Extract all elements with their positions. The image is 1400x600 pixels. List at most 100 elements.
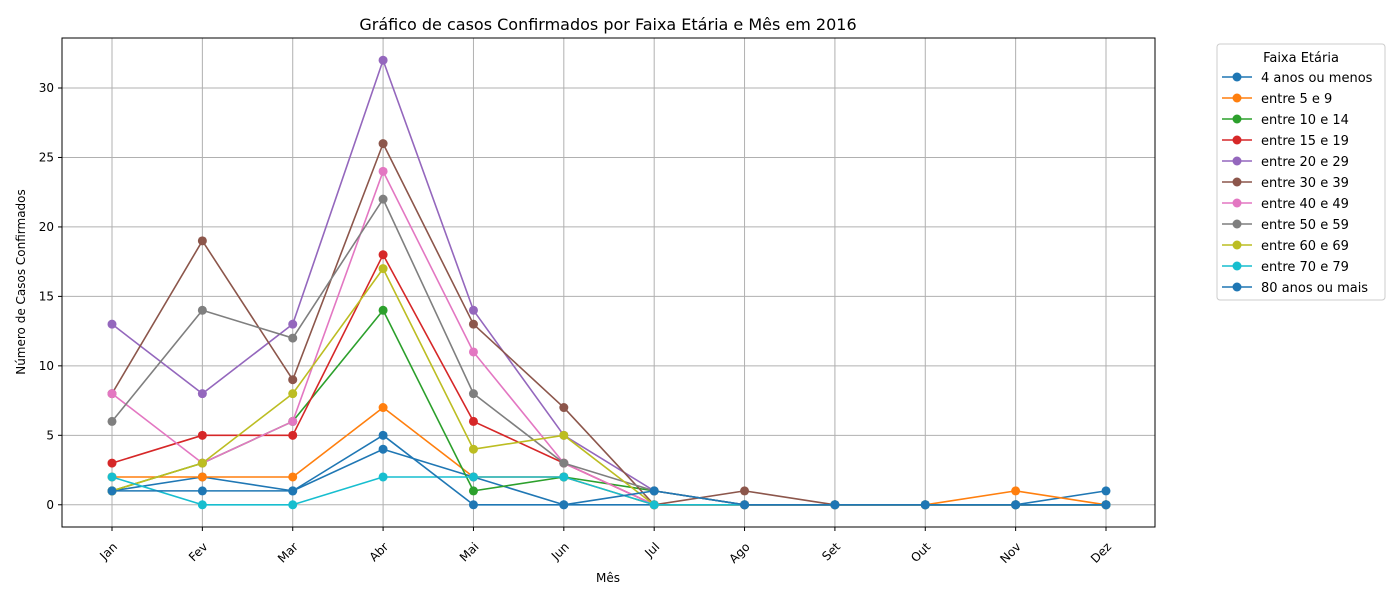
legend-label: entre 10 e 14 [1261, 113, 1349, 128]
x-tick-label: Jan [96, 540, 120, 564]
data-point [1101, 500, 1111, 510]
data-point [468, 305, 478, 315]
data-point [288, 430, 298, 440]
data-point [107, 319, 117, 329]
legend-swatch-marker [1232, 219, 1242, 229]
legend-swatch-marker [1232, 282, 1242, 292]
series-line [111, 142, 1106, 506]
data-point [107, 416, 117, 426]
data-point [1101, 486, 1111, 496]
x-tick-label: Nov [997, 540, 1023, 566]
data-point [197, 472, 207, 482]
data-point [288, 333, 298, 343]
data-point [107, 458, 117, 468]
series-lines [107, 55, 1111, 510]
data-point [468, 319, 478, 329]
legend-swatch-marker [1232, 177, 1242, 187]
legend-label: 80 anos ou mais [1261, 281, 1368, 296]
data-point [288, 472, 298, 482]
data-point [378, 264, 388, 274]
legend-swatch-marker [1232, 72, 1242, 82]
legend-swatch-marker [1232, 156, 1242, 166]
data-point [288, 500, 298, 510]
data-point [740, 500, 750, 510]
plot-area [61, 37, 1156, 528]
legend-label: entre 70 e 79 [1261, 260, 1349, 275]
data-point [1011, 500, 1021, 510]
chart-title: Gráfico de casos Confirmados por Faixa E… [359, 15, 856, 34]
data-point [378, 250, 388, 260]
legend-box [1216, 43, 1386, 301]
data-point [378, 430, 388, 440]
legend-swatch-marker [1232, 135, 1242, 145]
data-point [649, 486, 659, 496]
data-point [468, 500, 478, 510]
data-point [378, 194, 388, 204]
data-point [920, 500, 930, 510]
y-axis-title: Número de Casos Confirmados [14, 189, 28, 375]
data-point [830, 500, 840, 510]
series [107, 166, 1111, 510]
data-point [378, 472, 388, 482]
data-point [559, 472, 569, 482]
legend-title: Faixa Etária [1263, 51, 1339, 66]
legend-swatch-marker [1232, 114, 1242, 124]
data-point [468, 347, 478, 357]
y-tick-label: 0 [46, 498, 54, 512]
legend-label: entre 50 e 59 [1261, 218, 1349, 233]
x-tick-label: Out [908, 540, 933, 565]
legend-label: entre 5 e 9 [1261, 92, 1332, 107]
x-tick-label: Fev [186, 540, 211, 565]
y-tick-label: 15 [39, 289, 54, 303]
data-point [378, 139, 388, 149]
data-point [740, 486, 750, 496]
data-point [107, 389, 117, 399]
legend-swatch-marker [1232, 198, 1242, 208]
data-point [197, 236, 207, 246]
data-point [559, 403, 569, 413]
x-tick-label: Jun [548, 540, 572, 564]
legend-label: 4 anos ou menos [1261, 71, 1373, 86]
legend: Faixa Etária 4 anos ou menos entre 5 e 9 e… [1216, 43, 1386, 301]
y-tick-label: 30 [39, 81, 54, 95]
x-tick-label: Dez [1088, 540, 1114, 566]
y-tick-label: 10 [39, 359, 54, 373]
data-point [559, 458, 569, 468]
series [107, 55, 1111, 510]
legend-label: entre 40 e 49 [1261, 197, 1349, 212]
data-point [1011, 486, 1021, 496]
data-point [197, 486, 207, 496]
data-point [378, 166, 388, 176]
data-point [378, 55, 388, 65]
series [107, 194, 1111, 510]
series [107, 430, 1111, 510]
series-line [112, 434, 1106, 506]
series [107, 264, 1111, 510]
x-tick-label: Set [819, 540, 843, 564]
data-point [378, 444, 388, 454]
y-tick-label: 20 [39, 220, 54, 234]
data-point [378, 305, 388, 315]
series-line [111, 198, 1106, 506]
data-point [197, 458, 207, 468]
legend-label: entre 20 e 29 [1261, 155, 1349, 170]
data-point [197, 305, 207, 315]
x-axis: Jan Fev Mar Abr Mai Jun Jul Ago Set Out Nov Dez [96, 527, 1114, 566]
y-tick-label: 5 [46, 428, 54, 442]
data-point [288, 486, 298, 496]
grid [62, 38, 1155, 527]
x-tick-label: Abr [367, 540, 392, 565]
data-point [468, 444, 478, 454]
x-tick-label: Mai [457, 540, 482, 565]
legend-swatch-marker [1232, 240, 1242, 250]
series-line [111, 170, 1106, 506]
data-point [197, 500, 207, 510]
data-point [288, 416, 298, 426]
data-point [468, 486, 478, 496]
data-point [468, 389, 478, 399]
data-point [468, 472, 478, 482]
data-point [107, 472, 117, 482]
legend-swatch-marker [1232, 261, 1242, 271]
data-point [288, 319, 298, 329]
